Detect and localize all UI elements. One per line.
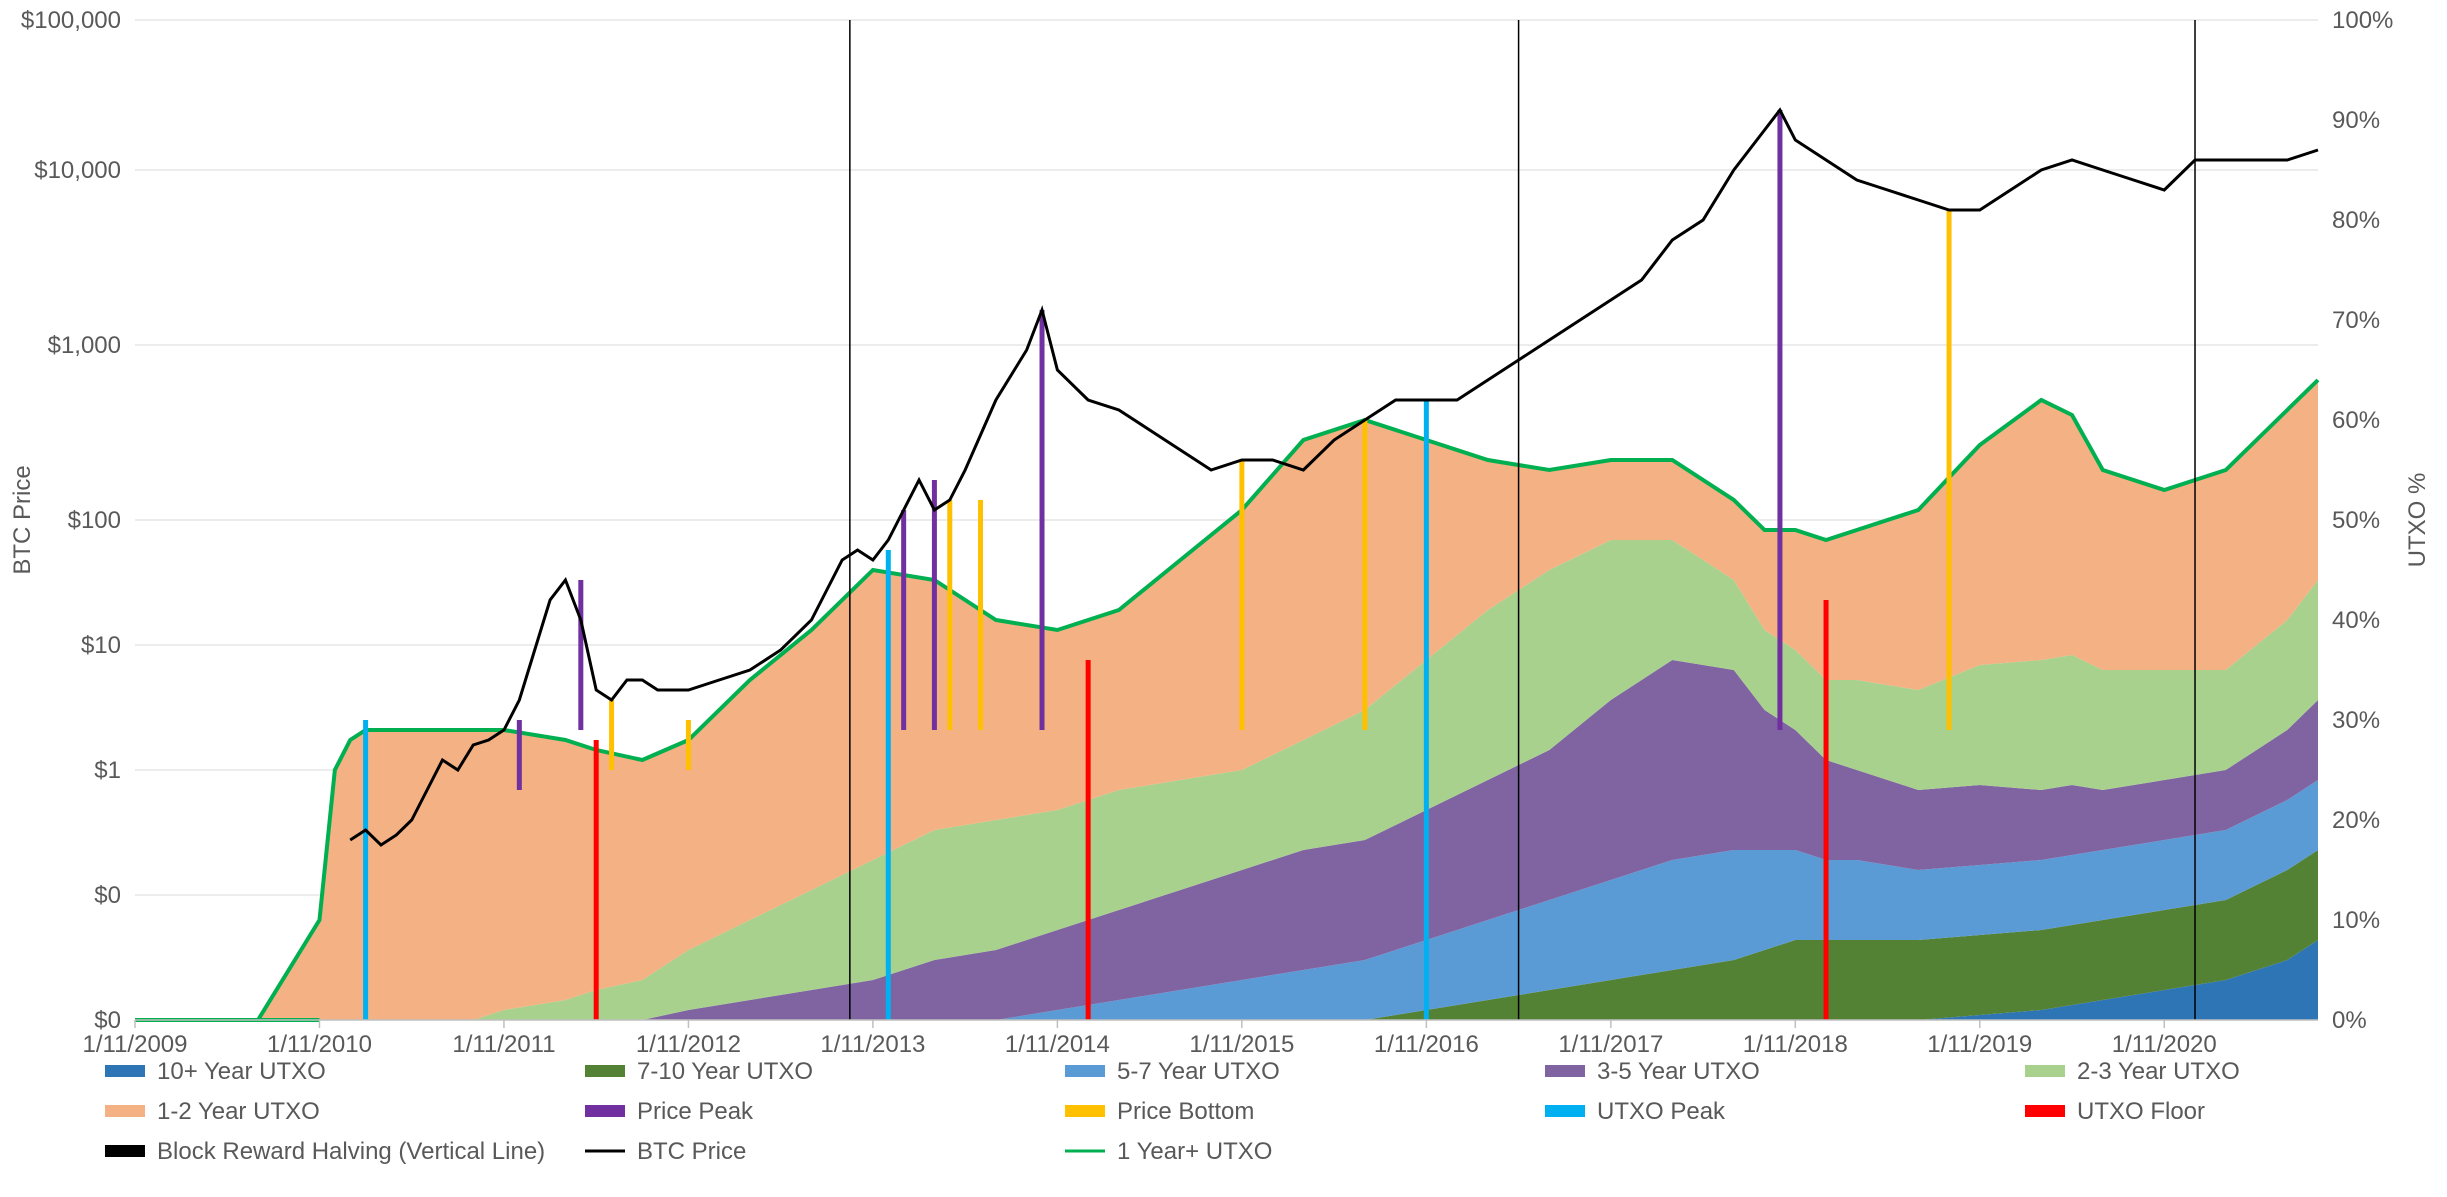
yl-tick-label: $100,000 — [21, 7, 121, 34]
yr-tick-label: 50% — [2332, 507, 2380, 534]
legend-label: 1 Year+ UTXO — [1117, 1138, 1272, 1165]
chart-svg: 1/11/2009 1/11/2010 1/11/2011 1/11/2012 1/11… — [0, 0, 2447, 1192]
x-tick-label: 1/11/2014 — [1005, 1031, 1110, 1058]
legend-label: Price Bottom — [1117, 1098, 1254, 1125]
x-tick-label: 1/11/2016 — [1374, 1031, 1479, 1058]
legend-label: UTXO Peak — [1597, 1098, 1726, 1125]
yl-tick-label: $0 — [94, 882, 121, 909]
legend-swatch — [1065, 1065, 1105, 1077]
yr-tick-label: 60% — [2332, 407, 2380, 434]
legend-label: 2-3 Year UTXO — [2077, 1058, 2240, 1085]
legend-swatch — [105, 1065, 145, 1077]
legend-swatch — [1545, 1065, 1585, 1077]
x-tick-label: 1/11/2017 — [1558, 1031, 1663, 1058]
legend-label: 5-7 Year UTXO — [1117, 1058, 1280, 1085]
utxo-btc-chart: 1/11/2009 1/11/2010 1/11/2011 1/11/2012 1/11… — [0, 0, 2447, 1192]
legend-swatch — [1065, 1105, 1105, 1117]
legend-swatch — [105, 1105, 145, 1117]
legend-swatch — [1545, 1105, 1585, 1117]
yr-title: UTXO % — [2404, 473, 2431, 568]
x-tick-label: 1/11/2019 — [1927, 1031, 2032, 1058]
legend-label: Price Peak — [637, 1098, 754, 1125]
legend-label: BTC Price — [637, 1138, 746, 1165]
legend-swatch — [2025, 1105, 2065, 1117]
yl-tick-label: $10 — [81, 632, 121, 659]
yl-tick-label: $1,000 — [48, 332, 121, 359]
legend-label: 1-2 Year UTXO — [157, 1098, 320, 1125]
x-tick-label: 1/11/2015 — [1189, 1031, 1294, 1058]
x-tick-label: 1/11/2020 — [2112, 1031, 2217, 1058]
legend-swatch — [2025, 1065, 2065, 1077]
yr-tick-label: 0% — [2332, 1007, 2367, 1034]
x-tick-label: 1/11/2012 — [636, 1031, 741, 1058]
legend-swatch — [585, 1065, 625, 1077]
yl-tick-label: $100 — [68, 507, 121, 534]
yl-title: BTC Price — [9, 465, 36, 574]
yr-tick-label: 100% — [2332, 7, 2393, 34]
yr-tick-label: 90% — [2332, 107, 2380, 134]
yr-tick-label: 30% — [2332, 707, 2380, 734]
x-tick-label: 1/11/2010 — [267, 1031, 372, 1058]
legend-label: 10+ Year UTXO — [157, 1058, 326, 1085]
yr-tick-label: 20% — [2332, 807, 2380, 834]
legend: 10+ Year UTXO 7-10 Year UTXO 5-7 Year UTXO… — [105, 1058, 2240, 1165]
yr-tick-label: 70% — [2332, 307, 2380, 334]
yl-tick-label: $0 — [94, 1007, 121, 1034]
x-tick-label: 1/11/2011 — [452, 1031, 555, 1058]
yl-tick-label: $1 — [94, 757, 121, 784]
x-tick-label: 1/11/2009 — [83, 1031, 188, 1058]
legend-label: UTXO Floor — [2077, 1098, 2205, 1125]
yr-tick-label: 10% — [2332, 907, 2380, 934]
legend-label: 3-5 Year UTXO — [1597, 1058, 1760, 1085]
yr-tick-label: 80% — [2332, 207, 2380, 234]
x-tick-label: 1/11/2018 — [1743, 1031, 1848, 1058]
x-tick-label: 1/11/2013 — [820, 1031, 925, 1058]
legend-label: 7-10 Year UTXO — [637, 1058, 813, 1085]
legend-swatch — [105, 1145, 145, 1157]
yr-tick-label: 40% — [2332, 607, 2380, 634]
legend-swatch — [585, 1105, 625, 1117]
legend-label: Block Reward Halving (Vertical Line) — [157, 1138, 545, 1165]
yl-tick-label: $10,000 — [34, 157, 121, 184]
